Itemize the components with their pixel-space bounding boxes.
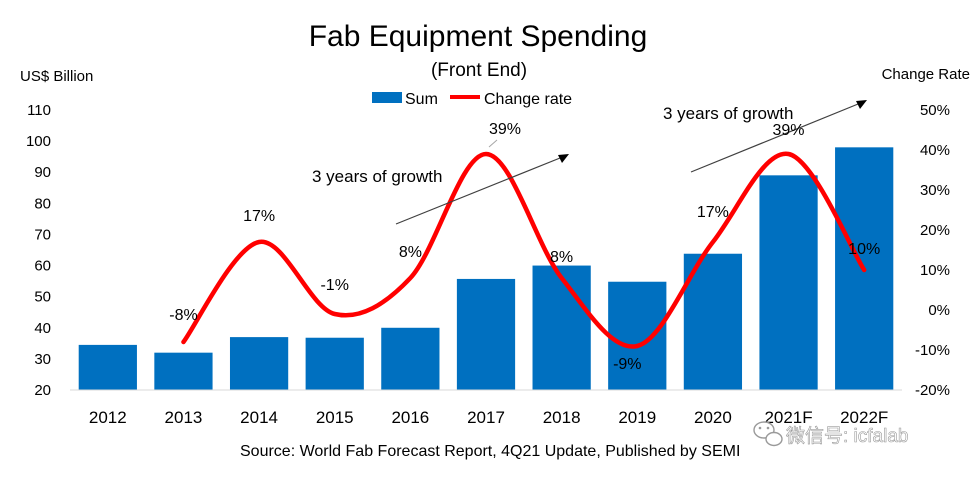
change-rate-label-2020: 17% [697, 204, 729, 221]
y-tick-label: 80 [34, 195, 51, 212]
growth-arrow-2-head [856, 100, 867, 109]
growth-arrow-2 [690, 100, 867, 173]
y-tick-label: 100 [26, 133, 51, 150]
y2-tick-label: 0% [928, 302, 950, 319]
x-tick-label: 2019 [618, 408, 656, 427]
y-tick-label: 110 [27, 102, 51, 119]
change-rate-label-2014: 17% [243, 208, 275, 225]
x-tick-label: 2022F [840, 408, 888, 427]
x-tick-label: 2015 [316, 408, 354, 427]
change-rate-label-2021F: 39% [772, 122, 804, 139]
y-tick-label: 90 [34, 164, 51, 181]
x-tick-label: 2021F [764, 408, 812, 427]
change-rate-data-labels: -8% 17% -1% 8% 39% 8% -9% 17% 39% 10% [169, 121, 880, 373]
label-leader-line-2017 [488, 139, 498, 148]
bar-2014 [229, 337, 289, 390]
x-tick-label: 2012 [89, 408, 127, 427]
change-rate-label-2022F: 10% [848, 241, 880, 258]
y-axis-title-left: US$ Billion [20, 68, 93, 85]
y2-tick-label: 30% [920, 182, 950, 199]
legend-change-rate-label: Change rate [484, 91, 572, 108]
bar-2020 [683, 253, 743, 390]
bar-2019 [608, 281, 667, 390]
y2-tick-label: -20% [915, 382, 950, 399]
growth-arrow-1 [395, 154, 569, 225]
y-axis-right: -20% -10% 0% 10% 20% 30% 40% 50% [915, 102, 950, 399]
legend: Sum Change rate [372, 91, 572, 108]
bar-2013 [154, 352, 213, 390]
y2-tick-label: 10% [920, 262, 950, 279]
y-tick-label: 40 [34, 320, 51, 337]
y-tick-label: 70 [34, 226, 51, 243]
y2-tick-label: 50% [920, 102, 950, 119]
x-tick-label: 2017 [467, 408, 505, 427]
bar-2018 [532, 265, 591, 390]
change-rate-label-2018: 8% [550, 249, 573, 266]
y2-tick-label: -10% [915, 342, 950, 359]
x-tick-label: 2020 [694, 408, 732, 427]
x-axis: 2012 2013 2014 2015 2016 2017 2018 2019 2020 2021… [89, 408, 888, 427]
y2-tick-label: 20% [920, 222, 950, 239]
wechat-logo-icon [753, 421, 783, 447]
x-tick-label: 2016 [391, 408, 429, 427]
y-tick-label: 60 [34, 258, 51, 275]
chart-title: Fab Equipment Spending [309, 20, 648, 53]
watermark: 微信号: icfalab [753, 421, 909, 447]
x-tick-label: 2014 [240, 408, 278, 427]
legend-sum-label: Sum [405, 91, 438, 108]
x-tick-label: 2013 [165, 408, 203, 427]
change-rate-label-2019: -9% [613, 356, 641, 373]
source-note: Source: World Fab Forecast Report, 4Q21 … [240, 443, 740, 460]
change-rate-label-2013: -8% [169, 307, 197, 324]
watermark-text: 微信号: icfalab [786, 425, 908, 447]
growth-arrow-2-shaft [690, 101, 864, 173]
x-tick-label: 2018 [543, 408, 581, 427]
y-tick-label: 50 [34, 289, 51, 306]
change-rate-label-2017: 39% [489, 121, 521, 138]
y2-tick-label: 40% [920, 142, 950, 159]
change-rate-label-2016: 8% [399, 244, 422, 261]
change-rate-line [181, 151, 867, 349]
annotation-growth-2: 3 years of growth [663, 104, 793, 123]
y-tick-label: 30 [34, 351, 51, 368]
y-axis-title-right: Change Rate [882, 66, 970, 83]
y-tick-label: 20 [34, 382, 51, 399]
chart-subtitle: (Front End) [431, 60, 527, 81]
growth-arrow-1-shaft [395, 155, 566, 225]
growth-arrow-1-head [558, 154, 569, 163]
bar-2015 [305, 337, 364, 390]
y-axis-left: 20 30 40 50 60 70 80 90 100 110 [26, 102, 51, 399]
legend-sum-swatch [372, 92, 402, 103]
bar-2016 [381, 327, 440, 390]
change-rate-label-2015: -1% [320, 277, 348, 294]
bar-2012 [78, 344, 137, 390]
bar-series-sum [78, 147, 894, 390]
bar-2017 [456, 278, 516, 390]
annotation-growth-1: 3 years of growth [312, 167, 442, 186]
bar-2021F [759, 175, 818, 390]
